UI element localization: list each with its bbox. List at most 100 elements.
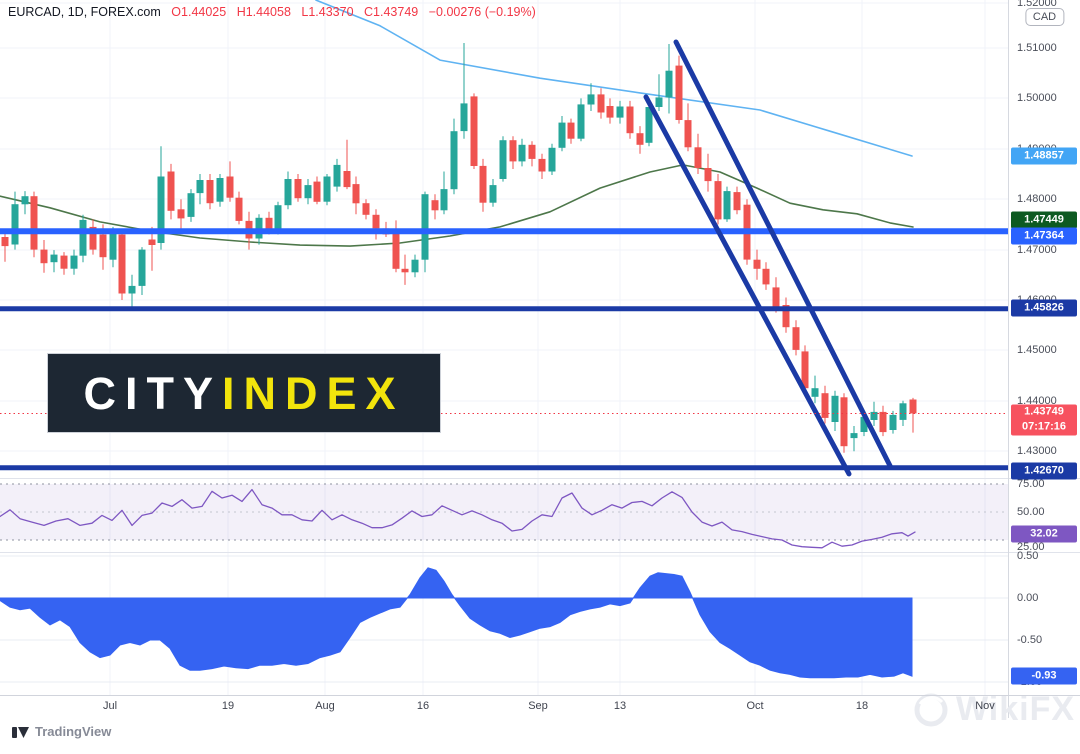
candle bbox=[518, 138, 526, 167]
candle bbox=[431, 194, 439, 220]
tradingview-attribution-text: TradingView bbox=[35, 724, 112, 739]
candle bbox=[167, 163, 175, 220]
rsi-line[interactable] bbox=[0, 488, 916, 549]
price-axis-label: 1.43000 bbox=[1017, 445, 1057, 457]
rsi-axis-label: 25.00 bbox=[1017, 541, 1045, 553]
candle bbox=[626, 100, 634, 139]
candle bbox=[821, 385, 829, 424]
legend-symbol[interactable]: EURCAD, 1D, FOREX.com bbox=[8, 5, 161, 19]
candle bbox=[352, 176, 360, 215]
legend-low: L1.43370 bbox=[301, 5, 354, 19]
candle bbox=[684, 103, 692, 152]
time-axis[interactable]: Jul 19 Aug 16 Sep 13 Oct 18 Nov bbox=[0, 695, 1080, 719]
city-index-logo: CITY INDEX bbox=[48, 354, 440, 432]
candle bbox=[538, 153, 546, 179]
candle bbox=[528, 141, 536, 167]
time-axis-label: 13 bbox=[613, 700, 627, 712]
candle bbox=[333, 158, 341, 192]
candle bbox=[411, 254, 419, 278]
candle bbox=[284, 171, 292, 210]
tradingview-attribution[interactable]: TradingView bbox=[12, 724, 111, 739]
candle bbox=[587, 83, 595, 111]
price-axis-label: 1.44000 bbox=[1017, 395, 1057, 407]
price-badge: 1.47364 bbox=[1011, 227, 1077, 245]
candle bbox=[196, 174, 204, 205]
candle bbox=[548, 143, 556, 175]
price-badge: 1.42670 bbox=[1011, 462, 1077, 480]
candle bbox=[226, 161, 234, 202]
symbol-legend[interactable]: EURCAD, 1D, FOREX.com O1.44025 H1.44058 … bbox=[8, 5, 536, 19]
candle bbox=[372, 209, 380, 240]
osc-axis-label: 0.00 bbox=[1017, 592, 1039, 604]
candle bbox=[811, 375, 819, 404]
candle bbox=[343, 139, 351, 190]
candle bbox=[489, 179, 497, 207]
osc-axis-label: 0.50 bbox=[1017, 550, 1039, 562]
price-badge: 1.47449 bbox=[1011, 211, 1077, 229]
candle bbox=[392, 220, 400, 273]
rsi-pane-canvas[interactable] bbox=[0, 478, 1008, 552]
currency-badge[interactable]: CAD bbox=[1024, 8, 1065, 26]
candle bbox=[558, 116, 566, 152]
pane-separator-1[interactable] bbox=[0, 478, 1080, 479]
ma-100-line[interactable] bbox=[0, 164, 914, 247]
oscillator-pane-canvas[interactable] bbox=[0, 552, 1008, 695]
city-index-logo-index: INDEX bbox=[221, 367, 405, 419]
channel-trendline-upper[interactable] bbox=[673, 39, 893, 469]
candle bbox=[313, 176, 321, 205]
time-axis-label: Sep bbox=[528, 700, 548, 712]
candle bbox=[294, 174, 302, 202]
price-pane-canvas[interactable] bbox=[0, 0, 1008, 479]
candle bbox=[665, 44, 673, 114]
candle bbox=[762, 262, 770, 290]
candle bbox=[801, 345, 809, 395]
candle bbox=[40, 240, 48, 273]
channel-trendline-lower[interactable] bbox=[643, 94, 852, 477]
candle bbox=[479, 158, 487, 212]
legend-change: −0.00276 (−0.19%) bbox=[428, 5, 536, 19]
candle bbox=[440, 171, 448, 215]
candle bbox=[675, 55, 683, 124]
candle bbox=[792, 320, 800, 356]
time-axis-label: Oct bbox=[746, 700, 764, 712]
candle bbox=[616, 100, 624, 124]
candle bbox=[21, 191, 29, 215]
candle bbox=[840, 393, 848, 453]
candle bbox=[645, 103, 653, 147]
candle bbox=[323, 174, 331, 206]
time-axis-label: Nov bbox=[975, 700, 995, 712]
candle bbox=[509, 136, 517, 169]
pane-separator-2[interactable] bbox=[0, 552, 1080, 553]
candle bbox=[597, 88, 605, 119]
candle bbox=[128, 274, 136, 308]
candle bbox=[30, 191, 38, 258]
candle bbox=[567, 118, 575, 144]
tradingview-logo-icon bbox=[12, 726, 29, 738]
candle bbox=[850, 426, 858, 452]
candle bbox=[206, 174, 214, 210]
price-axis-border bbox=[1008, 0, 1009, 718]
candle bbox=[889, 410, 897, 434]
candle bbox=[655, 74, 663, 111]
candle bbox=[714, 174, 722, 225]
ma-200-line[interactable] bbox=[315, 0, 913, 157]
candle bbox=[50, 250, 58, 273]
candle bbox=[733, 186, 741, 215]
price-axis[interactable]: CAD 1.520001.510001.500001.490001.480001… bbox=[1009, 0, 1080, 695]
time-axis-label: 16 bbox=[416, 700, 430, 712]
candle bbox=[499, 136, 507, 182]
price-axis-label: 1.51000 bbox=[1017, 42, 1057, 54]
candle bbox=[216, 174, 224, 207]
oscillator-area[interactable] bbox=[0, 567, 913, 679]
time-axis-label: Jul bbox=[102, 700, 118, 712]
price-badge: 1.43749 07:17:16 bbox=[1011, 404, 1077, 436]
candle bbox=[362, 199, 370, 220]
candle bbox=[138, 247, 146, 295]
candle bbox=[636, 126, 644, 154]
candle bbox=[11, 191, 19, 250]
candle bbox=[909, 397, 917, 433]
price-axis-label: 1.50000 bbox=[1017, 92, 1057, 104]
candle bbox=[753, 249, 761, 280]
candle bbox=[831, 390, 839, 431]
osc-value-badge: -0.93 bbox=[1011, 667, 1077, 685]
